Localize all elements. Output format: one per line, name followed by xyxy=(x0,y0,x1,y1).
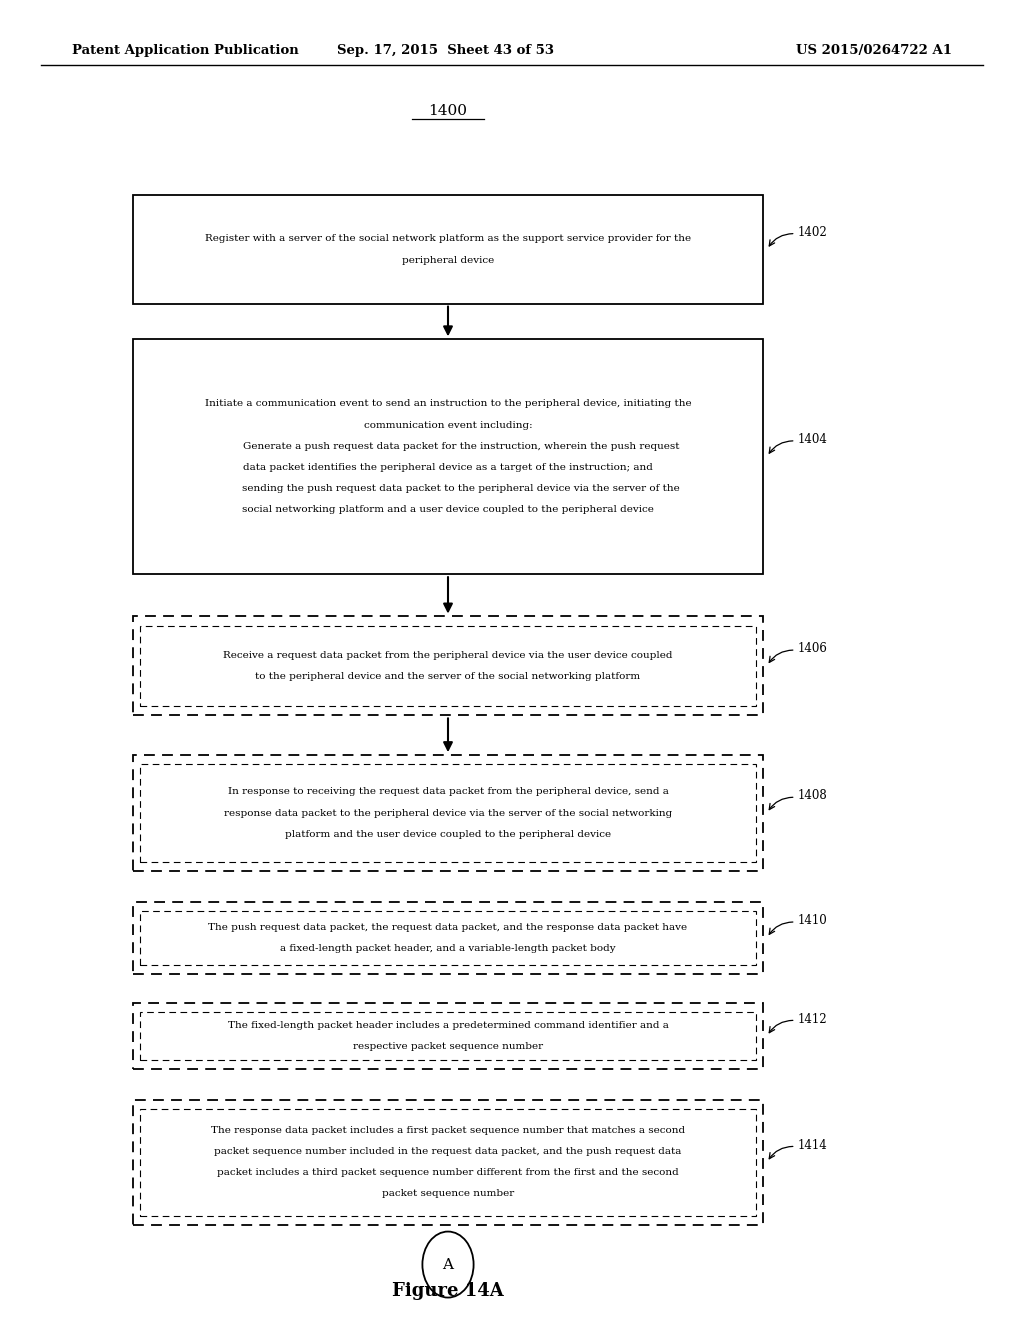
Bar xyxy=(140,1012,756,1060)
Text: data packet identifies the peripheral device as a target of the instruction; and: data packet identifies the peripheral de… xyxy=(243,463,653,471)
Text: 1402: 1402 xyxy=(798,226,827,239)
Text: 1406: 1406 xyxy=(798,643,827,655)
Bar xyxy=(140,1109,756,1216)
Bar xyxy=(133,339,763,574)
Text: packet includes a third packet sequence number different from the first and the : packet includes a third packet sequence … xyxy=(217,1168,679,1177)
Text: Receive a request data packet from the peripheral device via the user device cou: Receive a request data packet from the p… xyxy=(223,651,673,660)
Text: Initiate a communication event to send an instruction to the peripheral device, : Initiate a communication event to send a… xyxy=(205,400,691,408)
Text: Sep. 17, 2015  Sheet 43 of 53: Sep. 17, 2015 Sheet 43 of 53 xyxy=(337,44,554,57)
Text: social networking platform and a user device coupled to the peripheral device: social networking platform and a user de… xyxy=(242,506,654,513)
Text: 1410: 1410 xyxy=(798,915,827,927)
Text: Generate a push request data packet for the instruction, wherein the push reques: Generate a push request data packet for … xyxy=(217,442,679,450)
Text: a fixed-length packet header, and a variable-length packet body: a fixed-length packet header, and a vari… xyxy=(281,944,615,953)
Text: The fixed-length packet header includes a predetermined command identifier and a: The fixed-length packet header includes … xyxy=(227,1022,669,1030)
Text: platform and the user device coupled to the peripheral device: platform and the user device coupled to … xyxy=(285,830,611,838)
Text: communication event including:: communication event including: xyxy=(364,421,532,429)
Text: A: A xyxy=(442,1258,454,1271)
Text: Figure 14A: Figure 14A xyxy=(392,1282,504,1300)
Bar xyxy=(140,626,756,706)
Text: The push request data packet, the request data packet, and the response data pac: The push request data packet, the reques… xyxy=(209,923,687,932)
Text: Patent Application Publication: Patent Application Publication xyxy=(72,44,298,57)
Text: 1404: 1404 xyxy=(798,433,827,446)
Text: In response to receiving the request data packet from the peripheral device, sen: In response to receiving the request dat… xyxy=(227,788,669,796)
Bar xyxy=(133,616,763,715)
Bar xyxy=(140,764,756,862)
Text: packet sequence number included in the request data packet, and the push request: packet sequence number included in the r… xyxy=(214,1147,682,1156)
Text: response data packet to the peripheral device via the server of the social netwo: response data packet to the peripheral d… xyxy=(224,809,672,817)
Text: respective packet sequence number: respective packet sequence number xyxy=(353,1043,543,1051)
Text: 1414: 1414 xyxy=(798,1139,827,1151)
Text: The response data packet includes a first packet sequence number that matches a : The response data packet includes a firs… xyxy=(211,1126,685,1135)
Text: peripheral device: peripheral device xyxy=(401,256,495,264)
Bar xyxy=(133,1100,763,1225)
Bar xyxy=(133,902,763,974)
Bar xyxy=(140,911,756,965)
Text: 1408: 1408 xyxy=(798,789,827,803)
Text: to the peripheral device and the server of the social networking platform: to the peripheral device and the server … xyxy=(255,672,641,681)
Text: packet sequence number: packet sequence number xyxy=(382,1189,514,1199)
Text: 1400: 1400 xyxy=(428,104,468,117)
Bar xyxy=(133,755,763,871)
Text: 1412: 1412 xyxy=(798,1012,827,1026)
Text: Register with a server of the social network platform as the support service pro: Register with a server of the social net… xyxy=(205,235,691,243)
Text: US 2015/0264722 A1: US 2015/0264722 A1 xyxy=(797,44,952,57)
Bar xyxy=(133,195,763,304)
Bar xyxy=(133,1003,763,1069)
Text: sending the push request data packet to the peripheral device via the server of : sending the push request data packet to … xyxy=(216,484,680,492)
